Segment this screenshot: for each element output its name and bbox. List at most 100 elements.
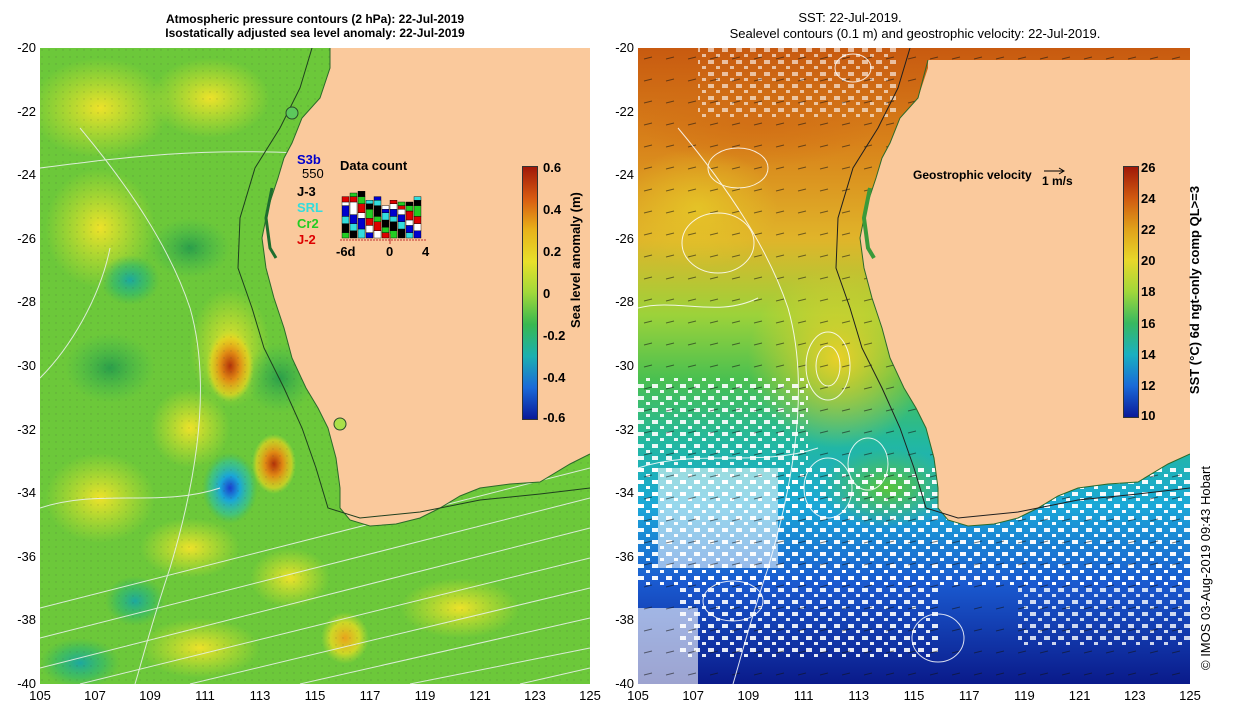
- data-count-bar-segment: [413, 230, 422, 239]
- data-count-bar-segment: [349, 192, 358, 197]
- sla-map-graphic: [40, 48, 590, 684]
- sst-colorbar-tick: 12: [1141, 378, 1156, 393]
- data-count-bar-segment: [381, 219, 390, 228]
- left-latitude-tick: -40: [17, 676, 36, 691]
- left-longitude-tick: 125: [579, 688, 601, 703]
- satellite-cr2-label: Cr2: [297, 216, 319, 231]
- data-count-bar-segment: [405, 205, 414, 212]
- data-count-bar-segment: [373, 205, 382, 217]
- data-count-bar-segment: [341, 201, 350, 206]
- imos-credit: © IMOS 03-Aug-2019 09:43 Hobart: [1198, 466, 1213, 670]
- sst-colorbar-tick: 18: [1141, 284, 1156, 299]
- data-count-bar-segment: [373, 200, 382, 206]
- data-count-title: Data count: [340, 158, 408, 173]
- sst-colorbar-label: SST (°C) 6d ngt-only comp QL>=3: [1187, 185, 1202, 395]
- data-count-bar-segment: [357, 218, 366, 230]
- data-count-bar-segment: [341, 223, 350, 233]
- data-count-tick: -6d: [336, 244, 356, 259]
- left-title-line2: Isostatically adjusted sea level anomaly…: [165, 26, 465, 40]
- data-count-bar-segment: [365, 232, 374, 239]
- data-count-bar-segment: [365, 225, 374, 233]
- sst-colorbar: [1123, 166, 1139, 418]
- satellite-srl-label: SRL: [297, 200, 323, 215]
- left-longitude-tick: 121: [469, 688, 491, 703]
- right-title-line1: SST: 22-Jul-2019.: [798, 10, 902, 25]
- velocity-scale-arrow: [1044, 167, 1065, 175]
- data-count-bar-segment: [341, 205, 350, 217]
- data-count-bar-segment: [381, 205, 390, 210]
- right-latitude-tick: -36: [615, 548, 634, 564]
- data-count-bar-segment: [349, 196, 358, 203]
- land-mass: [860, 60, 1190, 526]
- sla-colorbar-tick: 0.4: [543, 202, 562, 217]
- sla-colorbar-label: Sea level anomaly (m): [568, 192, 583, 328]
- right-latitude-tick: -34: [615, 485, 634, 501]
- data-count-bar-segment: [405, 210, 414, 221]
- sst-colorbar-tick: 10: [1141, 408, 1156, 423]
- right-latitude-tick: -28: [615, 294, 634, 310]
- right-longitude-tick: 117: [958, 688, 980, 703]
- left-latitude-tick: -28: [17, 294, 36, 310]
- data-count-bar-segment: [349, 223, 358, 231]
- right-longitude-tick: 113: [848, 688, 870, 703]
- right-latitude-tick: -26: [615, 230, 634, 246]
- land-mass: [262, 48, 590, 526]
- right-longitude-tick: 115: [903, 688, 925, 703]
- left-longitude-tick: 109: [139, 688, 161, 703]
- velocity-scale-label: 1 m/s: [1042, 174, 1073, 188]
- data-count-bar-segment: [405, 225, 414, 233]
- satellite-s3b-label: S3b: [297, 152, 321, 167]
- sst-map: Geostrophic velocity 1 m/s: [638, 48, 1190, 684]
- data-count-bar-segment: [405, 232, 414, 239]
- sla-colorbar-tick: 0: [543, 286, 551, 301]
- data-count-bar-segment: [357, 191, 366, 197]
- data-count-bar-segment: [349, 214, 358, 224]
- data-count-bar-segment: [381, 209, 390, 214]
- data-count-bar-segment: [397, 205, 406, 210]
- right-latitude-tick: -20: [615, 40, 634, 55]
- data-count-bar-segment: [365, 209, 374, 219]
- right-longitude-tick: 107: [682, 688, 705, 703]
- sst-colorbar-tick: 24: [1141, 191, 1156, 206]
- data-count-bar-segment: [349, 201, 358, 215]
- right-latitude-tick: -22: [615, 103, 634, 119]
- satellite-count-value: 550: [302, 166, 324, 181]
- data-count-bar-segment: [389, 230, 398, 239]
- sea-level-anomaly-map: S3b 550 J-3 SRL Cr2 J-2 Data count -6d 0…: [40, 48, 590, 684]
- data-count-bar-segment: [397, 221, 406, 230]
- data-count-bar-segment: [397, 201, 406, 206]
- data-count-chart: [340, 191, 426, 244]
- right-longitude-tick: 121: [1068, 688, 1091, 703]
- data-count-bar-segment: [365, 203, 374, 210]
- data-count-bar-segment: [341, 196, 350, 203]
- left-latitude-tick: -26: [17, 230, 36, 246]
- data-count-bar-segment: [413, 205, 422, 217]
- left-longitude-tick: 119: [414, 688, 436, 703]
- sst-colorbar-tick: 22: [1141, 222, 1156, 237]
- sla-colorbar-tick: -0.4: [543, 370, 566, 385]
- data-count-bar-segment: [397, 228, 406, 239]
- left-longitude-tick: 115: [304, 688, 326, 703]
- satellite-j3-label: J-3: [297, 184, 316, 199]
- right-latitude-tick: -38: [615, 612, 634, 628]
- data-count-bar-segment: [397, 209, 406, 215]
- data-count-tick: 4: [422, 244, 430, 259]
- left-longitude-tick: 113: [249, 688, 271, 703]
- sst-map-graphic: [638, 48, 1190, 684]
- right-latitude-tick: -30: [615, 358, 634, 373]
- sst-colorbar-tick: 20: [1141, 253, 1156, 268]
- tide-gauge-marker: [333, 417, 347, 431]
- data-count-bar-segment: [357, 212, 366, 219]
- data-count-bar-segment: [341, 216, 350, 224]
- sla-colorbar-tick: 0.6: [543, 160, 562, 175]
- left-longitude-tick: 117: [359, 688, 381, 703]
- sla-colorbar: [522, 166, 538, 420]
- sst-colorbar-tick: 26: [1141, 160, 1156, 175]
- data-count-bar-segment: [357, 228, 366, 239]
- left-latitude-tick: -38: [17, 612, 36, 628]
- data-count-bar-segment: [389, 203, 398, 210]
- left-latitude-tick: -36: [17, 548, 36, 564]
- left-longitude-tick: 123: [524, 688, 546, 703]
- data-count-bar-segment: [397, 214, 406, 222]
- data-count-bar-segment: [349, 230, 358, 239]
